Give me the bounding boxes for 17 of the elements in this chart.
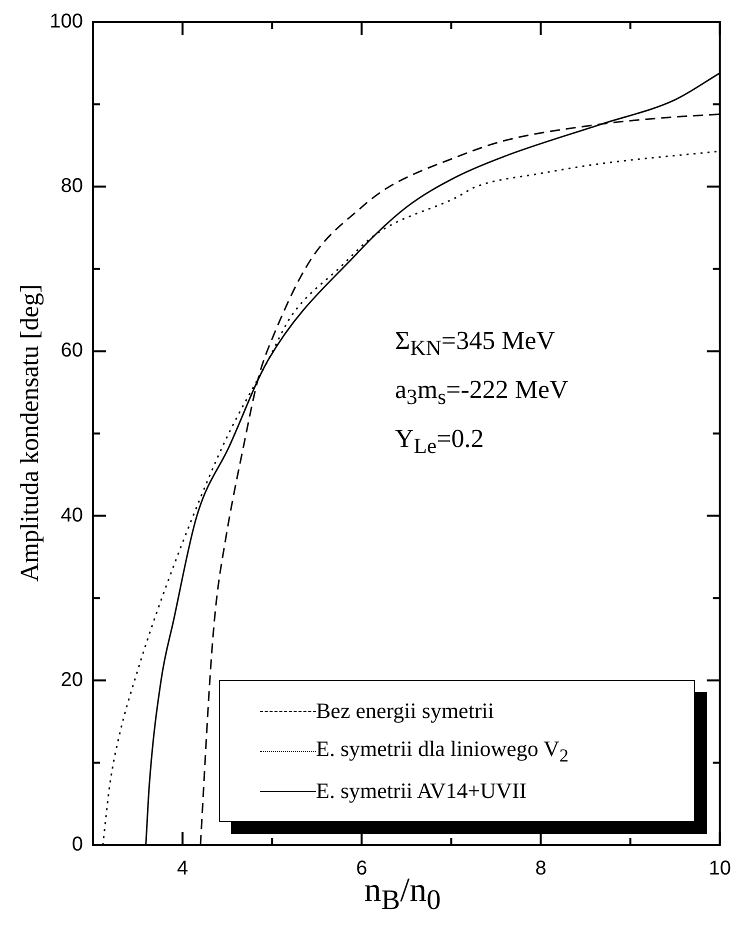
x-tick-label: 6 <box>356 858 368 880</box>
y-tick-label: 40 <box>60 504 83 526</box>
x-tick-label: 4 <box>176 858 188 880</box>
legend-label: E. symetrii dla liniowego V$_{2}$ <box>316 736 569 766</box>
y-tick-label: 20 <box>60 668 83 691</box>
y-tick-label: 60 <box>60 340 83 362</box>
y-axis-title: Amplituda kondensatu [deg] <box>15 284 45 582</box>
y-tick-label: 80 <box>60 175 83 198</box>
legend-label: Bez energii symetrii <box>316 698 494 724</box>
annotation: Y$_{Le}$=0.2 <box>395 423 485 461</box>
x-tick-label: 8 <box>535 858 546 880</box>
annotation: Σ$_{KN}$=345 MeV <box>395 325 556 362</box>
x-tick-label: 10 <box>708 858 731 880</box>
legend-label: E. symetrii AV14+UVII <box>316 778 527 804</box>
y-tick-label: 100 <box>50 10 83 33</box>
y-tick-label: 0 <box>72 834 83 856</box>
annotation: a$_{3}$m$_{s}$=-222 MeV <box>395 374 568 412</box>
